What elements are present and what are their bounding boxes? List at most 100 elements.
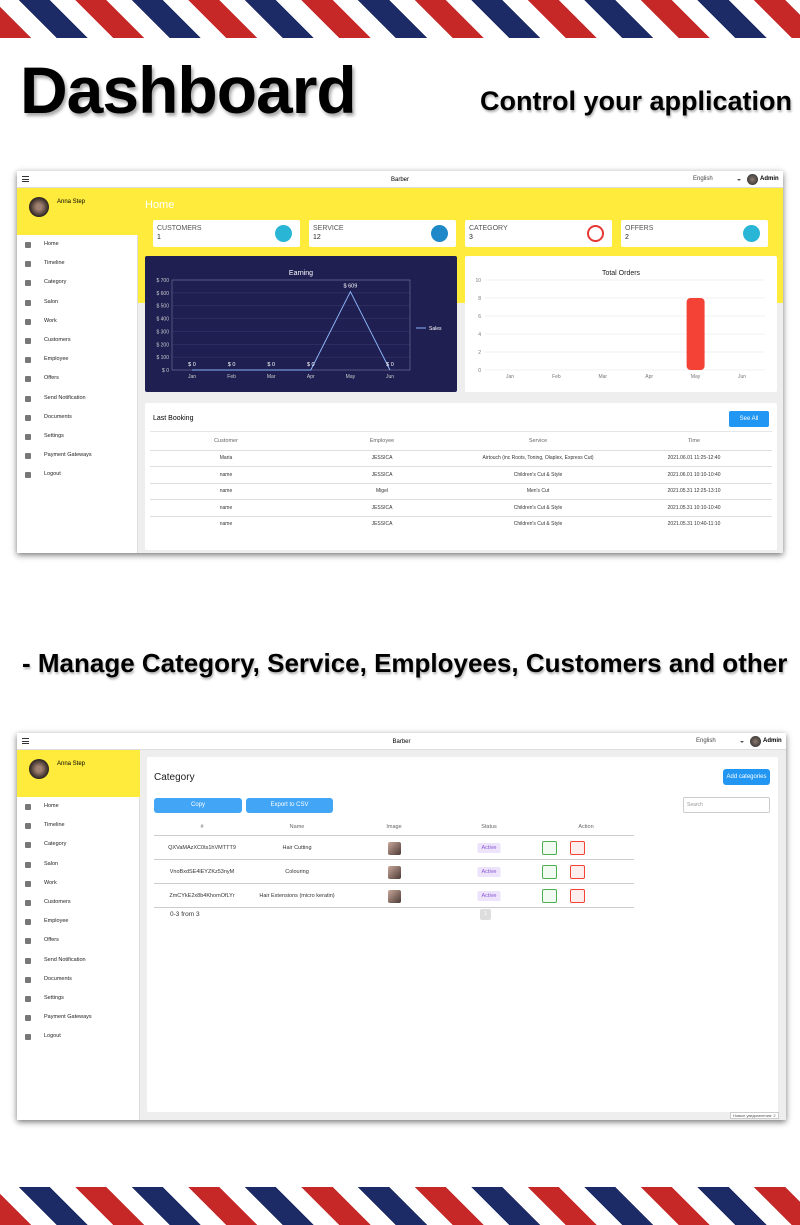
add-button[interactable]: Add categories (723, 769, 770, 785)
notification-toast[interactable]: Новые уведомления: 2 (730, 1112, 779, 1119)
see-all-button[interactable]: See All (729, 411, 769, 427)
stat-card[interactable]: OFFERS 2 (621, 220, 768, 247)
menu-toggle[interactable] (22, 176, 29, 182)
menu-item[interactable]: Settings (44, 995, 64, 1001)
menu-item[interactable]: Home (44, 803, 59, 809)
menu-item[interactable]: Offers (44, 375, 59, 382)
menu-icon (25, 823, 31, 830)
row-divider (150, 515, 772, 517)
dropdown-arrow (740, 741, 744, 743)
delete-button[interactable] (570, 889, 585, 903)
bar (686, 298, 705, 370)
delete-button[interactable] (570, 841, 585, 855)
line-series (192, 290, 391, 371)
menu-item[interactable]: Documents (44, 975, 72, 982)
column-header: Image (386, 824, 402, 830)
y-tick-label: $ 700 (156, 278, 169, 284)
menu-item[interactable]: Settings (44, 433, 64, 439)
menu-icon (25, 900, 31, 906)
value-label: $ 0 (307, 362, 315, 368)
menu-item[interactable]: Send Notification (44, 956, 86, 963)
thumbnail (388, 842, 401, 855)
menu-toggle[interactable] (22, 738, 29, 744)
edit-button[interactable] (542, 889, 557, 903)
row-divider (154, 859, 634, 860)
menu-icon (25, 919, 31, 926)
table-cell: JESSICA (371, 504, 393, 511)
stat-card[interactable]: CATEGORY 3 (465, 220, 612, 247)
menu-item[interactable]: Timeline (44, 822, 65, 829)
table-cell: QXVaMAzXC0ts1hVMTTT9 (168, 845, 236, 851)
headline-title: Dashboard (20, 53, 357, 127)
edit-button[interactable] (542, 865, 557, 879)
table-cell: Airtouch (inc Roots, Toning, Olaplex, Ex… (482, 455, 594, 461)
row-divider (150, 499, 772, 501)
y-tick-label: $ 500 (156, 304, 169, 310)
admin-name[interactable]: Admin (760, 176, 779, 182)
menu-item[interactable]: Employee (44, 918, 69, 925)
menu-item[interactable]: Home (44, 241, 59, 247)
menu-item[interactable]: Send Notification (44, 394, 86, 401)
row-divider (150, 466, 772, 468)
menu-item[interactable]: Salon (44, 298, 59, 305)
stat-label: OFFERS (625, 225, 654, 232)
table-cell: JESSICA (371, 521, 393, 528)
search-input[interactable]: Search (683, 797, 770, 813)
language-select[interactable]: English (693, 176, 713, 182)
delete-button[interactable] (570, 865, 585, 879)
menu-icon (25, 261, 31, 268)
plot-border (171, 279, 411, 371)
column-header: Customer (214, 438, 238, 444)
menu-item[interactable]: Work (44, 879, 57, 886)
export-button[interactable]: Export to CSV (246, 798, 333, 813)
menu-item[interactable]: Documents (44, 413, 72, 420)
menu-item[interactable]: Employee (44, 356, 69, 363)
y-tick-label: 8 (478, 296, 481, 302)
menu-item[interactable]: Payment Gateways (44, 1014, 92, 1021)
copy-button[interactable]: Copy (154, 798, 242, 813)
menu-item[interactable]: Payment Gateways (44, 452, 92, 459)
menu-item[interactable]: Customers (44, 337, 71, 343)
header-divider (154, 835, 634, 836)
earning-panel: Earning $ 0 $ 100 $ 200 $ 300 $ 400 $ 500 $ 600… (145, 256, 457, 392)
y-tick-label: $ 400 (156, 317, 169, 323)
menu-item[interactable]: Logout (44, 1033, 61, 1040)
stat-card[interactable]: SERVICE 12 (309, 220, 456, 247)
menu-item[interactable]: Work (44, 317, 57, 324)
row-divider (150, 449, 772, 451)
x-tick-label: Mar (598, 374, 607, 380)
menu-icon (25, 861, 31, 868)
stat-icon (431, 225, 448, 242)
menu-item[interactable]: Timeline (44, 260, 65, 267)
menu-item[interactable]: Customers (44, 899, 71, 905)
stat-card[interactable]: CUSTOMERS 1 (153, 220, 300, 247)
chart-title: Total Orders (602, 270, 641, 277)
y-tick-label: $ 100 (156, 355, 169, 361)
language-select[interactable]: English (696, 738, 716, 744)
menu-item[interactable]: Offers (44, 937, 59, 944)
column-header: Employee (369, 438, 395, 444)
value-label: $ 0 (188, 362, 196, 368)
stat-value: 2 (625, 234, 629, 241)
x-tick-label: Mar (267, 374, 276, 380)
edit-button[interactable] (542, 841, 557, 855)
menu-item[interactable]: Logout (44, 471, 61, 478)
stat-icon (275, 225, 292, 242)
column-header: Status (481, 824, 497, 830)
table-cell: 2021.06.01 11:25-12:40 (667, 455, 721, 461)
menu-item[interactable]: Salon (44, 860, 59, 867)
content-card: Category Add categories Copy Export to CSV S… (147, 757, 778, 1112)
page-button[interactable]: 1 (480, 909, 491, 920)
legend-label: Sales (429, 326, 442, 332)
table-cell: JESSICA (371, 471, 393, 478)
admin-name[interactable]: Admin (763, 738, 782, 744)
value-label: $ 0 (386, 362, 394, 368)
page-title: Home (145, 199, 175, 211)
menu-icon (25, 957, 31, 964)
menu-item[interactable]: Category (44, 841, 67, 848)
thumbnail (388, 890, 401, 903)
y-tick-label: 10 (475, 278, 481, 284)
menu-item[interactable]: Category (44, 279, 67, 286)
table-cell: Children's Cut & Style (513, 521, 563, 528)
table-cell: Colouring (285, 869, 309, 875)
